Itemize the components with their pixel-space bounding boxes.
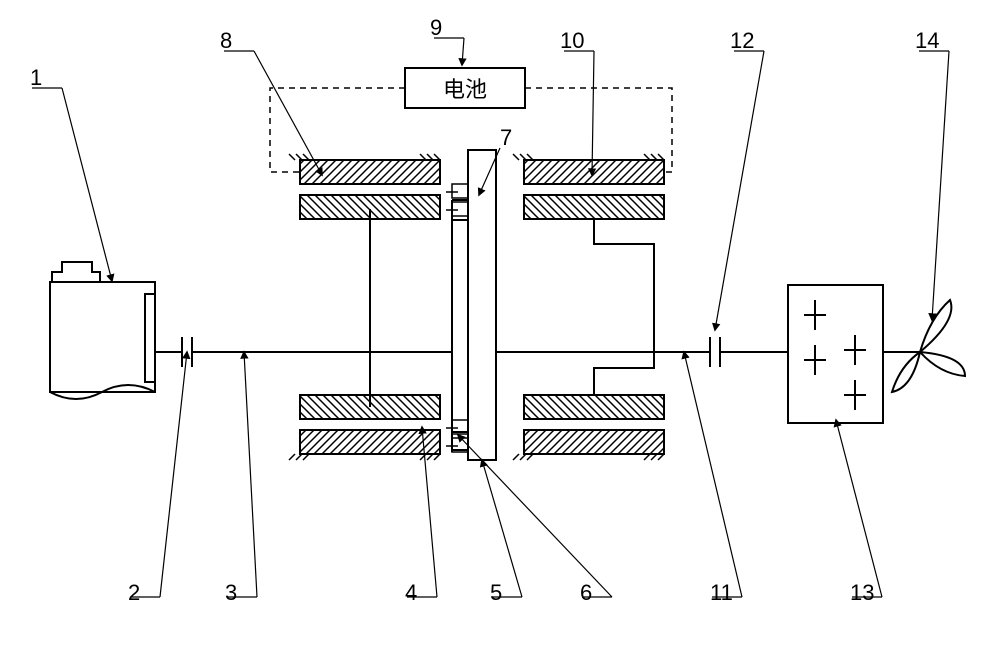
label-3: 3 <box>225 580 237 605</box>
label-4: 4 <box>405 580 417 605</box>
battery-label: 电池 <box>443 77 487 102</box>
hollow-shaft-motor2 <box>594 219 654 395</box>
label-2: 2 <box>128 580 140 605</box>
label-12: 12 <box>730 28 754 53</box>
label-13: 13 <box>850 580 874 605</box>
motor-generator-1 <box>289 154 440 219</box>
motor-2-lower <box>513 395 664 460</box>
label-7: 7 <box>500 125 512 150</box>
engine <box>50 262 155 399</box>
hybrid-drivetrain-diagram: 电池 <box>0 0 1000 662</box>
callouts <box>32 38 949 597</box>
gearbox <box>788 285 883 423</box>
propeller <box>892 300 965 392</box>
motor-2 <box>513 154 664 219</box>
label-10: 10 <box>560 28 584 53</box>
clutch-rear <box>710 337 720 367</box>
label-5: 5 <box>490 580 502 605</box>
label-11: 11 <box>710 580 733 605</box>
label-8: 8 <box>220 28 232 53</box>
label-1: 1 <box>30 65 42 90</box>
label-14: 14 <box>915 28 939 53</box>
label-9: 9 <box>430 15 442 40</box>
motor-generator-1-lower <box>289 395 440 460</box>
label-6: 6 <box>580 580 592 605</box>
